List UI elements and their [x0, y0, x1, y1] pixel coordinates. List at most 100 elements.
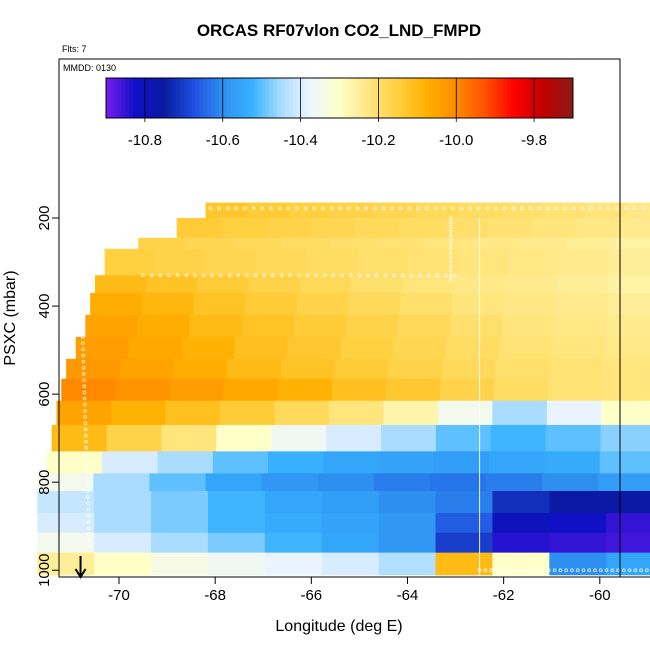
flight-track-point — [286, 206, 291, 211]
colorbar-segment — [106, 78, 111, 118]
flight-track-point — [210, 273, 215, 278]
flight-track-point — [208, 206, 213, 211]
heatmap-cell — [256, 248, 308, 276]
flight-track-point — [448, 216, 453, 220]
flight-track-point — [79, 310, 84, 315]
colorbar-segment — [401, 78, 407, 118]
heatmap-cell — [548, 378, 603, 402]
flight-track-point — [632, 206, 637, 211]
chart-title: ORCAS RF07vlon CO2_LND_FMPD — [197, 21, 481, 40]
flight-track-point — [81, 365, 86, 370]
heatmap-cell — [94, 275, 147, 294]
heatmap-cell — [223, 378, 279, 402]
flight-track-point — [407, 206, 412, 211]
flight-track-point — [512, 568, 516, 572]
flight-track-point — [322, 273, 327, 278]
flight-track-point — [158, 273, 163, 278]
heatmap-cell — [378, 532, 437, 554]
flight-track-point — [219, 273, 223, 278]
colorbar-segment — [351, 78, 356, 118]
heatmap-cell — [373, 473, 431, 492]
heatmap-cell — [264, 552, 323, 576]
flight-track-point — [639, 568, 643, 572]
heatmap-cell — [492, 513, 550, 534]
colorbar-segment — [386, 78, 391, 118]
flight-track-point — [529, 568, 534, 572]
heatmap-cell — [248, 275, 301, 294]
heatmap-cell — [141, 292, 195, 316]
flight-track-point — [502, 206, 507, 211]
heatmap-cell — [615, 237, 650, 250]
flight-track-point — [85, 489, 90, 493]
flight-track-point — [546, 568, 551, 572]
colorbar-segment — [483, 78, 488, 118]
flight-track-point — [84, 445, 88, 450]
flight-track-point — [418, 273, 422, 278]
heatmap-cell — [193, 292, 246, 316]
colorbar-segment — [409, 78, 414, 118]
heatmap-cell — [149, 473, 207, 492]
colorbar-segment — [347, 78, 352, 118]
colorbar-segment — [281, 78, 286, 118]
heatmap-cell — [93, 473, 151, 492]
heatmap-cell — [280, 358, 336, 380]
heatmap-cell — [245, 292, 298, 316]
heatmap-cell — [400, 292, 453, 316]
heatmap-cell — [212, 451, 269, 474]
flight-track-point — [416, 206, 420, 211]
heatmap-cell — [502, 314, 555, 338]
heatmap-cell — [488, 218, 534, 239]
flight-track-point — [597, 206, 602, 211]
flight-track-point — [79, 304, 84, 308]
flight-track-point — [554, 206, 559, 211]
colorbar-segment — [467, 78, 473, 118]
flight-track-point — [623, 206, 628, 211]
flight-track-point — [225, 206, 230, 211]
flight-track-point — [535, 568, 540, 572]
heatmap-cell — [94, 532, 152, 554]
flight-track-point — [321, 206, 325, 211]
colorbar-segment — [374, 78, 379, 118]
heatmap-cell — [435, 490, 494, 514]
colorbar-segment — [499, 78, 504, 118]
colorbar-segment — [397, 78, 403, 118]
y-tick-label: 400 — [36, 294, 53, 319]
flight-track-point — [442, 206, 446, 211]
colorbar-segment — [273, 78, 278, 118]
colorbar-segment — [565, 78, 570, 118]
heatmap-cell — [439, 378, 495, 402]
colorbar-segment — [506, 78, 512, 118]
colorbar-segment — [456, 78, 461, 118]
flight-track-point — [400, 273, 405, 278]
heatmap-cell — [546, 400, 602, 426]
heatmap-cell — [354, 218, 400, 239]
heatmap-cell — [492, 490, 550, 514]
flight-track-point — [357, 273, 362, 278]
heatmap-cell — [300, 275, 352, 294]
flight-track-point — [598, 568, 603, 572]
heatmap-cell — [207, 490, 266, 514]
flight-track-point — [83, 402, 87, 407]
colorbar-segment — [121, 78, 126, 118]
colorbar-segment — [218, 78, 224, 118]
flight-track-point — [581, 568, 586, 572]
heatmap-cell — [264, 513, 323, 534]
heatmap-cell — [544, 451, 601, 474]
heatmap-cell — [61, 378, 116, 402]
flight-track-point — [374, 273, 379, 278]
heatmap-cell — [606, 314, 650, 338]
heatmap-cell — [321, 532, 380, 554]
flight-track-point — [383, 273, 388, 278]
colorbar-segment — [246, 78, 251, 118]
heatmap-cell — [151, 532, 209, 554]
heatmap-cell — [197, 275, 250, 294]
heatmap-cell — [435, 552, 494, 576]
colorbar-segment — [475, 78, 481, 118]
heatmap-cell — [437, 400, 494, 426]
colorbar-segment — [518, 78, 523, 118]
flight-track-point — [84, 433, 88, 438]
flight-track-point — [511, 206, 516, 211]
heatmap-cell — [603, 358, 650, 380]
colorbar-segment — [234, 78, 239, 118]
